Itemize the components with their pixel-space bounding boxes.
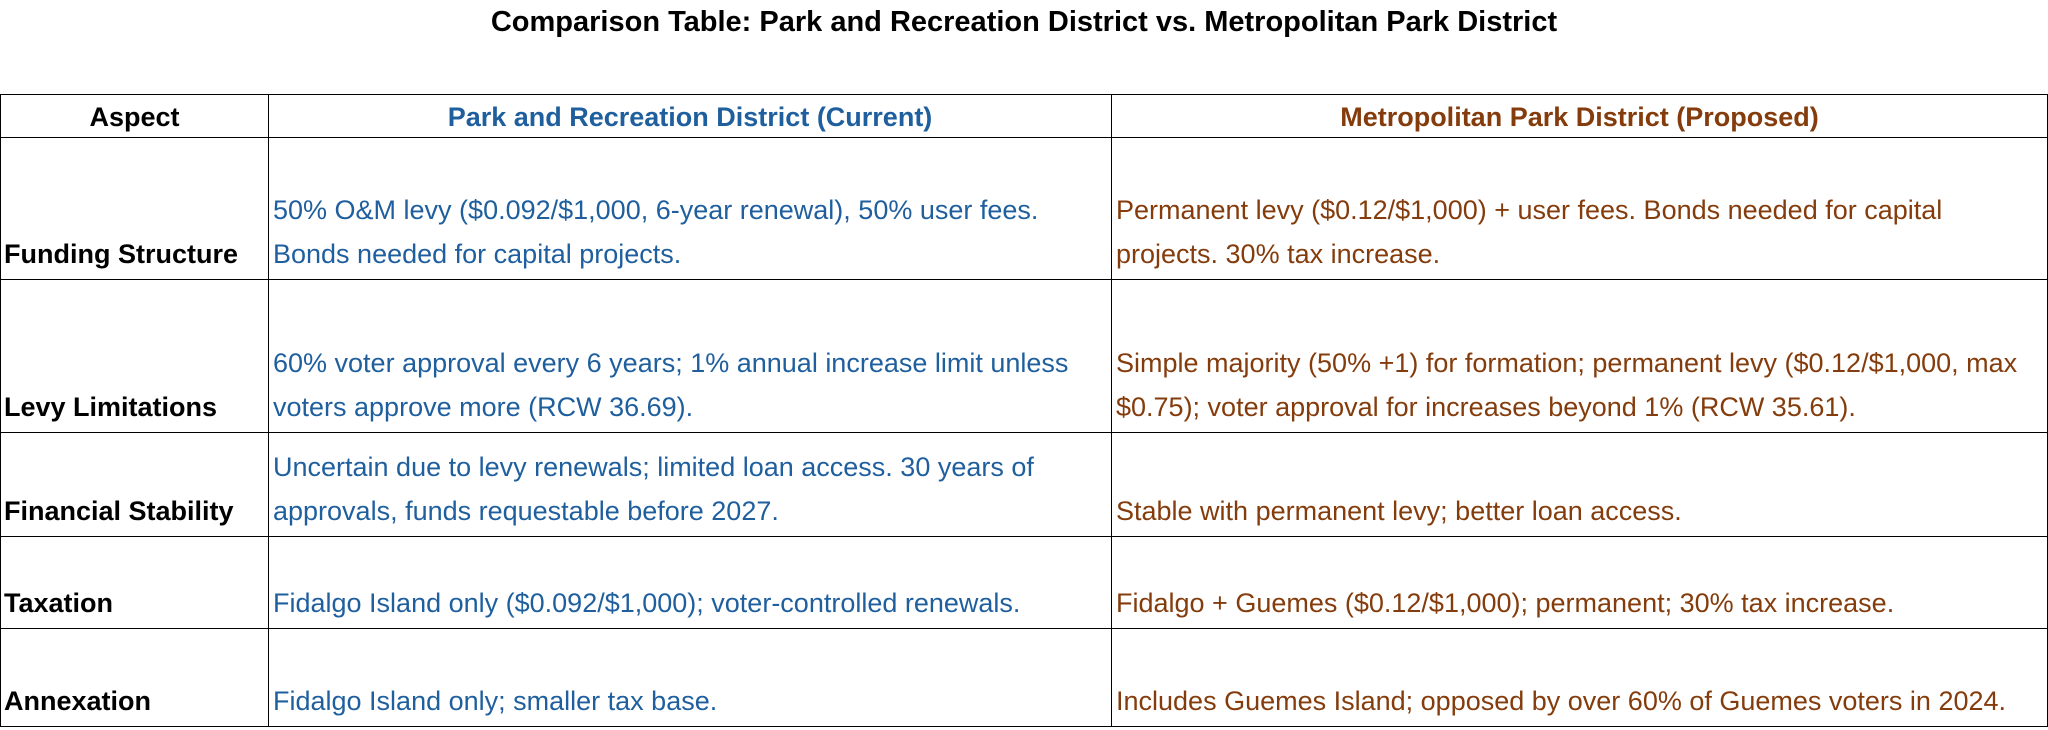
table-cell: Fidalgo + Guemes ($0.12/$1,000); permane…	[1111, 536, 2048, 629]
aspect-cell: Financial Stability	[0, 432, 269, 537]
header-row: Aspect Park and Recreation District (Curr…	[0, 94, 2048, 138]
table-row: Funding Structure 50% O&M levy ($0.092/$1…	[0, 137, 2048, 280]
page-title: Comparison Table: Park and Recreation Di…	[490, 6, 1558, 38]
table-row: Financial Stability Uncertain due to levy…	[0, 432, 2048, 537]
table-cell: Fidalgo Island only; smaller tax base.	[268, 628, 1112, 727]
table-cell: Simple majority (50% +1) for formation; …	[1111, 279, 2048, 433]
table-cell: Uncertain due to levy renewals; limited …	[268, 432, 1112, 537]
aspect-cell: Levy Limitations	[0, 279, 269, 433]
aspect-cell: Funding Structure	[0, 137, 269, 280]
table-cell: Stable with permanent levy; better loan …	[1111, 432, 2048, 537]
header-cell: Aspect	[0, 94, 269, 138]
aspect-cell: Annexation	[0, 628, 269, 727]
table-body: Funding Structure 50% O&M levy ($0.092/$1…	[0, 137, 2048, 727]
table-row: Annexation Fidalgo Island only; smaller t…	[0, 628, 2048, 727]
table-row: Levy Limitations 60% voter approval every…	[0, 279, 2048, 433]
table-cell: 60% voter approval every 6 years; 1% ann…	[268, 279, 1112, 433]
table-cell: Fidalgo Island only ($0.092/$1,000); vot…	[268, 536, 1112, 629]
aspect-cell: Taxation	[0, 536, 269, 629]
table-cell: Includes Guemes Island; opposed by over …	[1111, 628, 2048, 727]
table-cell: 50% O&M levy ($0.092/$1,000, 6-year rene…	[268, 137, 1112, 280]
header-cell: Park and Recreation District (Current)	[268, 94, 1112, 138]
comparison-table: Aspect Park and Recreation District (Curr…	[0, 94, 2048, 727]
header-cell: Metropolitan Park District (Proposed)	[1111, 94, 2048, 138]
table-cell: Permanent levy ($0.12/$1,000) + user fee…	[1111, 137, 2048, 280]
table-row: Taxation Fidalgo Island only ($0.092/$1,0…	[0, 536, 2048, 629]
